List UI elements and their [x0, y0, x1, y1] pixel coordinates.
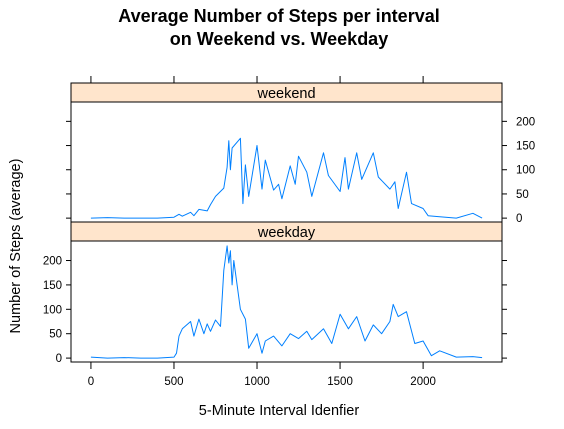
y-tick-label: 50 — [516, 189, 529, 201]
y-tick-label: 100 — [43, 304, 62, 316]
x-tick-label: 1000 — [244, 376, 270, 388]
x-axis-label: 5-Minute Interval Idenfier — [199, 403, 360, 419]
y-axis-label: Number of Steps (average) — [8, 159, 24, 334]
chart-title-line-1: Average Number of Steps per interval — [118, 6, 439, 26]
x-tick-label: 0 — [88, 376, 94, 388]
y-tick-label: 50 — [49, 329, 62, 341]
y-tick-label: 0 — [56, 353, 62, 365]
x-tick-label: 2000 — [410, 376, 436, 388]
y-tick-label: 150 — [516, 141, 535, 153]
y-tick-label: 150 — [43, 280, 62, 292]
y-tick-label: 100 — [516, 165, 535, 177]
panel-weekend: weekend 0 50 100 150 200 — [66, 82, 535, 225]
series-line-weekend — [90, 137, 483, 219]
x-tick-label: 500 — [164, 376, 183, 388]
panel-frame-weekend — [70, 101, 503, 223]
series-line-weekday — [90, 245, 483, 359]
panel-weekday: weekday 0 50 100 150 200 — [43, 221, 507, 365]
panel-frame-weekday — [70, 240, 503, 363]
strip-label-weekend: weekend — [256, 86, 315, 102]
y-tick-label: 200 — [43, 256, 62, 268]
x-tick-label: 1500 — [327, 376, 353, 388]
strip-label-weekday: weekday — [257, 225, 316, 241]
y-tick-label: 0 — [516, 213, 522, 225]
chart-title-line-2: on Weekend vs. Weekday — [170, 29, 388, 49]
y-tick-label: 200 — [516, 116, 535, 128]
